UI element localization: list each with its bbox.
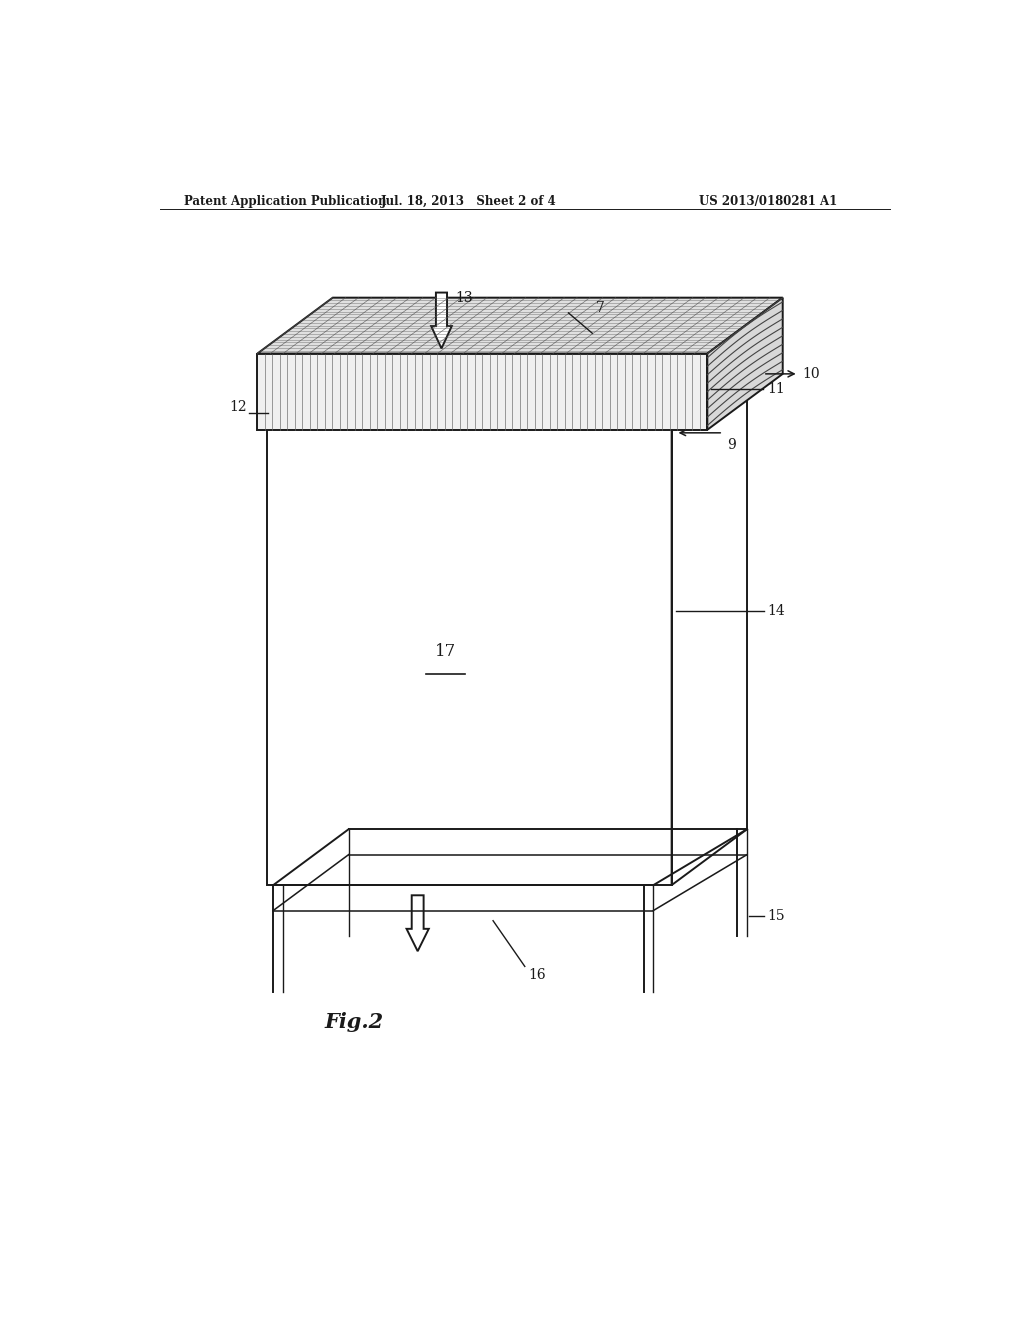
Polygon shape	[257, 354, 708, 430]
Text: 16: 16	[528, 968, 547, 982]
Text: Jul. 18, 2013   Sheet 2 of 4: Jul. 18, 2013 Sheet 2 of 4	[381, 194, 557, 207]
Text: 17: 17	[435, 643, 456, 660]
Polygon shape	[431, 293, 452, 348]
Polygon shape	[257, 297, 782, 354]
Text: US 2013/0180281 A1: US 2013/0180281 A1	[699, 194, 838, 207]
Polygon shape	[708, 297, 782, 430]
Text: 14: 14	[767, 603, 784, 618]
Text: 10: 10	[803, 367, 820, 381]
Text: 9: 9	[727, 438, 736, 451]
Text: Fig.2: Fig.2	[325, 1012, 384, 1032]
Text: 7: 7	[596, 301, 605, 314]
Text: 11: 11	[767, 381, 784, 396]
Text: 13: 13	[456, 290, 473, 305]
Text: 15: 15	[767, 908, 784, 923]
Polygon shape	[407, 895, 429, 952]
Text: Patent Application Publication: Patent Application Publication	[183, 194, 386, 207]
Text: 12: 12	[229, 400, 247, 414]
